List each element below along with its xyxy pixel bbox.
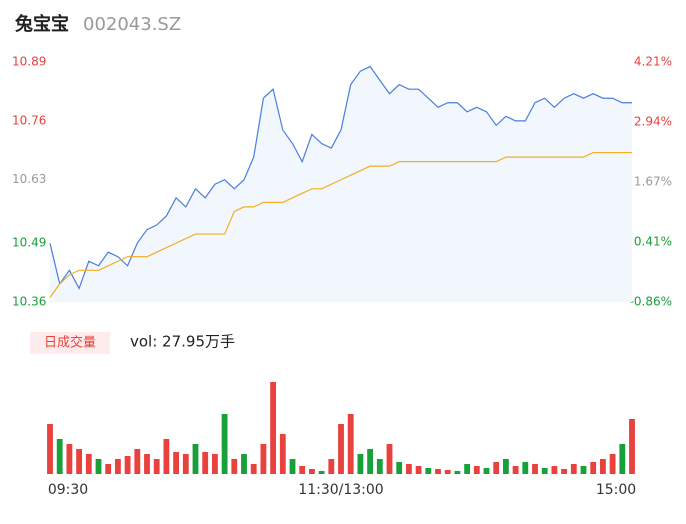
y-tick-label: 10.63	[12, 172, 46, 186]
y2-tick-label: 4.21%	[634, 55, 672, 69]
volume-bar	[532, 464, 538, 474]
volume-bar	[241, 454, 247, 474]
volume-bar	[493, 462, 500, 474]
volume-bar	[114, 459, 121, 474]
price-area	[50, 66, 632, 302]
volume-bar	[386, 444, 393, 474]
volume-bar	[454, 471, 461, 474]
stock-name: 兔宝宝	[14, 13, 69, 35]
volume-bar	[328, 459, 335, 474]
volume-bar	[483, 468, 490, 474]
volume-bar	[182, 454, 189, 474]
volume-bar	[347, 414, 354, 474]
volume-bar	[279, 434, 286, 474]
volume-bar	[250, 464, 257, 474]
volume-bar	[551, 466, 558, 474]
volume-bar	[163, 439, 170, 474]
volume-label: 日成交量	[44, 335, 96, 351]
volume-bar	[124, 456, 131, 474]
volume-bar	[512, 466, 519, 474]
price-line	[49, 65, 632, 290]
volume-bar	[405, 464, 412, 474]
volume-bar	[338, 424, 344, 474]
volume-bar	[289, 459, 296, 474]
x-tick-label: 15:00	[596, 482, 636, 498]
volume-bar	[629, 419, 635, 474]
volume-bar	[396, 462, 403, 474]
volume-bar	[570, 464, 577, 474]
stock-code: 002043.SZ	[83, 14, 181, 35]
volume-bar	[609, 454, 616, 474]
volume-bar	[66, 444, 73, 474]
volume-bar	[299, 466, 306, 474]
volume-bar	[85, 454, 92, 474]
volume-text: vol: 27.95万手	[130, 333, 235, 351]
y2-tick-label: 0.41%	[634, 234, 672, 248]
volume-bar	[619, 444, 626, 474]
volume-bar	[76, 449, 83, 474]
volume-bar	[357, 454, 364, 474]
volume-bar	[444, 470, 451, 474]
volume-bar	[590, 462, 597, 474]
volume-bar	[376, 459, 383, 474]
volume-bar	[522, 462, 529, 474]
y-tick-label: 10.49	[12, 236, 46, 250]
y-tick-label: 10.36	[12, 295, 46, 309]
volume-bar	[144, 454, 150, 474]
y2-tick-label: 2.94%	[634, 115, 672, 129]
volume-bar	[202, 452, 209, 474]
volume-label-bg	[30, 332, 110, 354]
volume-bar	[221, 414, 228, 474]
volume-bar	[260, 444, 267, 474]
x-tick-label: 11:30/13:00	[298, 482, 383, 498]
volume-bar	[134, 449, 141, 474]
volume-bar	[541, 468, 548, 474]
volume-bar	[435, 469, 441, 474]
y2-tick-label: 1.67%	[634, 175, 672, 189]
y2-tick-label: -0.86%	[630, 295, 672, 309]
volume-bar	[599, 459, 606, 474]
x-tick-label: 09:30	[48, 482, 88, 498]
volume-bar	[173, 452, 180, 474]
y-tick-label: 10.89	[12, 55, 46, 69]
volume-bar	[464, 464, 471, 474]
volume-bar	[308, 469, 315, 474]
volume-bar	[415, 466, 422, 474]
volume-bar	[192, 444, 199, 474]
volume-bar	[153, 459, 160, 474]
volume-bar	[211, 454, 218, 474]
volume-bar	[473, 466, 480, 474]
y-tick-label: 10.76	[12, 113, 46, 127]
volume-bar	[580, 466, 587, 474]
volume-bar	[231, 459, 238, 474]
volume-bar	[502, 459, 509, 474]
volume-bar	[47, 424, 53, 474]
volume-bar	[105, 464, 112, 474]
volume-bar	[318, 471, 325, 474]
volume-bar	[95, 459, 102, 474]
volume-bar	[425, 468, 432, 474]
average-line	[49, 151, 632, 298]
volume-bar	[367, 449, 374, 474]
volume-bar	[270, 382, 277, 474]
volume-bar	[56, 439, 63, 474]
volume-bar	[561, 469, 568, 474]
